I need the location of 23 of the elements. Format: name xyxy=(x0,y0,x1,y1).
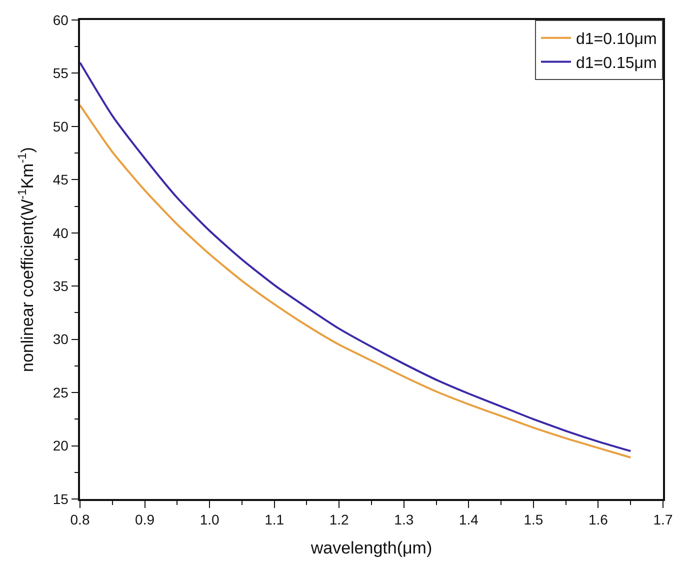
y-tick-label: 40 xyxy=(52,224,69,241)
y-tick-label: 50 xyxy=(52,118,69,134)
x-tick-label: 1.0 xyxy=(200,512,220,528)
x-tick-label: 0.8 xyxy=(70,512,90,528)
y-tick-label: 25 xyxy=(52,384,69,400)
y-tick-label: 45 xyxy=(52,172,69,188)
x-tick-label: 1.5 xyxy=(524,512,544,528)
y-tick-label: 20 xyxy=(52,438,69,454)
x-axis-title: wavelength(μm) xyxy=(310,538,432,558)
y-tick-label: 35 xyxy=(52,278,69,294)
x-tick-label: 1.6 xyxy=(588,512,608,528)
x-tick-label: 1.7 xyxy=(653,512,673,528)
legend-label: d1=0.10μm xyxy=(576,31,657,48)
y-tick-label: 15 xyxy=(52,490,69,507)
x-tick-label: 1.3 xyxy=(394,512,414,528)
x-tick-label: 0.9 xyxy=(135,512,155,528)
x-tick-label: 1.4 xyxy=(458,512,479,528)
y-tick-label: 60 xyxy=(52,12,69,28)
x-tick-label: 1.1 xyxy=(264,512,284,528)
y-tick-label: 55 xyxy=(52,65,69,82)
x-tick-label: 1.2 xyxy=(329,512,350,528)
y-tick-label: 30 xyxy=(52,331,69,348)
legend-label: d1=0.15μm xyxy=(576,54,657,72)
